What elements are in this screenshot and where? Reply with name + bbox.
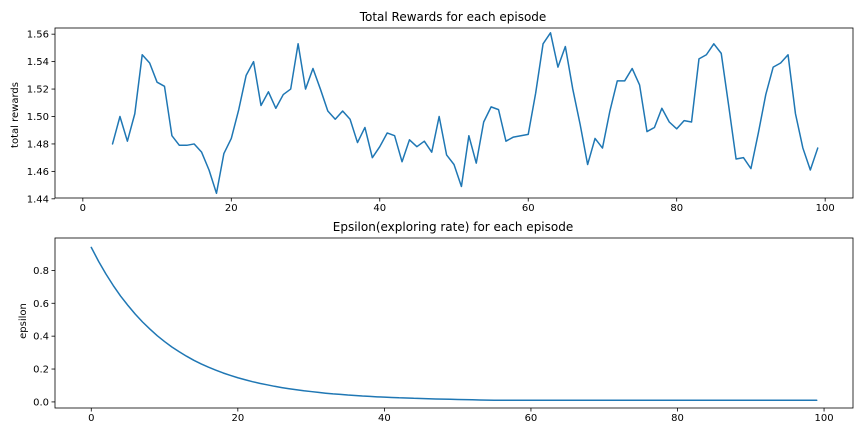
epsilon-x-tick-label: 80 (671, 413, 684, 424)
epsilon-y-tick-label: 0.0 (33, 397, 49, 408)
rewards-y-tick-label: 1.46 (27, 167, 49, 178)
epsilon-x-tick-label: 60 (525, 413, 538, 424)
rewards-x-tick-label: 100 (816, 203, 835, 214)
rewards-y-tick-label: 1.44 (27, 194, 49, 205)
epsilon-x-tick-label: 20 (231, 413, 244, 424)
epsilon-y-axis-label: epsilon (18, 303, 29, 339)
rewards-y-tick-label: 1.52 (27, 85, 49, 96)
rewards-y-tick-label: 1.56 (27, 30, 49, 41)
epsilon-y-tick-label: 0.6 (33, 299, 49, 310)
rewards-x-tick-label: 60 (522, 203, 535, 214)
rewards-x-tick-label: 40 (373, 203, 386, 214)
rewards-x-tick-label: 80 (670, 203, 683, 214)
rewards-x-tick-label: 0 (80, 203, 86, 214)
rewards-chart-title: Total Rewards for each episode (359, 10, 547, 24)
rewards-y-tick-label: 1.54 (27, 57, 49, 68)
epsilon-chart-title: Epsilon(exploring rate) for each episode (333, 220, 574, 234)
epsilon-y-tick-label: 0.8 (33, 266, 49, 277)
rewards-y-tick-label: 1.50 (27, 112, 49, 123)
epsilon-x-tick-label: 0 (88, 413, 94, 424)
epsilon-y-tick-label: 0.2 (33, 365, 49, 376)
rewards-x-tick-label: 20 (225, 203, 238, 214)
rewards-y-axis-label: total rewards (10, 82, 21, 148)
epsilon-x-tick-label: 100 (815, 413, 834, 424)
rewards-y-tick-label: 1.48 (27, 139, 49, 150)
epsilon-y-tick-label: 0.4 (33, 332, 49, 343)
epsilon-x-tick-label: 40 (378, 413, 391, 424)
